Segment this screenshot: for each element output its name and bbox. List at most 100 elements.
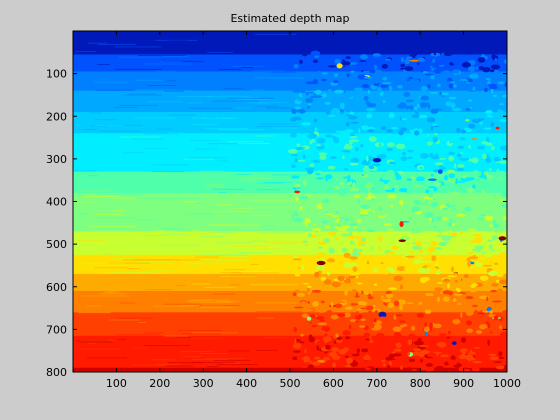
heatmap-blob: [318, 308, 326, 313]
heatmap-blob: [468, 240, 477, 243]
heatmap-blob: [338, 332, 344, 337]
heatmap-streak: [103, 291, 116, 293]
heatmap-blob: [494, 262, 499, 265]
heatmap-blob: [487, 322, 491, 329]
heatmap-blob: [398, 239, 406, 243]
heatmap-blob: [304, 348, 307, 354]
heatmap-streak: [226, 97, 274, 99]
heatmap-streak: [107, 262, 151, 264]
heatmap-blob: [360, 356, 363, 362]
heatmap-streak: [218, 68, 242, 70]
heatmap-blob: [378, 245, 381, 251]
heatmap-blob: [359, 193, 364, 199]
heatmap-blob: [476, 237, 483, 240]
heatmap-blob: [473, 252, 484, 256]
heatmap-streak: [251, 200, 293, 202]
heatmap-blob: [366, 103, 377, 108]
heatmap-blob: [386, 148, 393, 152]
heatmap-blob: [305, 97, 314, 103]
heatmap-blob: [294, 157, 298, 163]
heatmap-blob: [433, 187, 438, 192]
heatmap-blob: [403, 91, 411, 97]
heatmap-streak: [158, 173, 168, 175]
heatmap-streak: [255, 126, 299, 128]
heatmap-blob: [496, 279, 500, 283]
heatmap-blob: [475, 341, 482, 346]
heatmap-streak: [166, 80, 177, 82]
heatmap-blob: [485, 359, 492, 365]
heatmap-blob: [415, 176, 425, 182]
heatmap-blob: [341, 61, 351, 66]
heatmap-blob: [305, 92, 309, 96]
heatmap-blob: [343, 262, 352, 269]
heatmap-blob: [423, 326, 430, 333]
heatmap-blob: [457, 145, 465, 150]
heatmap-blob: [413, 224, 416, 229]
heatmap-blob: [418, 249, 424, 254]
heatmap-blob: [323, 225, 331, 229]
heatmap-blob: [503, 59, 507, 65]
heatmap-blob: [348, 275, 357, 279]
heatmap-blob: [490, 69, 495, 73]
heatmap-blob: [374, 336, 382, 342]
heatmap-blob: [345, 336, 351, 340]
heatmap-blob: [316, 340, 324, 345]
heatmap-blob: [420, 95, 430, 101]
heatmap-blob: [370, 150, 377, 154]
heatmap-blob: [451, 341, 457, 345]
heatmap-blob: [471, 157, 479, 164]
heatmap-blob: [400, 78, 404, 83]
heatmap-blob: [352, 289, 357, 294]
heatmap-blob: [342, 155, 345, 160]
heatmap-blob: [296, 109, 306, 114]
heatmap-blob: [447, 330, 451, 335]
heatmap-streak: [114, 68, 162, 70]
heatmap-blob: [459, 157, 470, 161]
heatmap-blob: [339, 227, 346, 232]
heatmap-blob: [411, 130, 415, 135]
heatmap-streak: [152, 45, 198, 47]
heatmap-blob: [498, 351, 503, 357]
heatmap-blob: [492, 197, 502, 204]
heatmap-blob: [359, 325, 366, 328]
heatmap-blob: [435, 365, 444, 371]
heatmap-blob: [349, 223, 358, 227]
heatmap-blob: [445, 101, 452, 107]
heatmap-blob: [437, 328, 442, 332]
heatmap-blob: [465, 107, 471, 112]
heatmap-blob: [449, 218, 453, 224]
heatmap-blob: [426, 117, 436, 123]
heatmap-blob: [438, 64, 445, 67]
heatmap-blob: [478, 66, 485, 70]
heatmap-blob: [294, 289, 300, 294]
heatmap-blob: [344, 168, 349, 171]
heatmap-streak: [95, 217, 136, 219]
heatmap-blob: [497, 109, 503, 113]
heatmap-blob: [472, 170, 480, 176]
heatmap-blob: [316, 170, 322, 174]
heatmap-streak: [264, 337, 288, 339]
heatmap-blob: [433, 68, 442, 74]
heatmap-blob: [440, 354, 449, 358]
heatmap-blob: [427, 246, 437, 253]
heatmap-blob: [453, 146, 457, 151]
heatmap-blob: [349, 139, 360, 143]
heatmap-blob: [491, 249, 495, 252]
heatmap-blob: [291, 141, 297, 144]
heatmap-blob: [430, 173, 434, 177]
heatmap-blob: [386, 251, 395, 255]
heatmap-blob: [363, 165, 369, 168]
heatmap-blob: [429, 92, 439, 94]
heatmap-blob: [444, 224, 450, 230]
heatmap-blob: [296, 356, 303, 361]
heatmap-blob: [307, 308, 315, 312]
heatmap-blob: [344, 355, 349, 358]
heatmap-blob: [307, 233, 312, 237]
heatmap-blob: [455, 287, 459, 292]
heatmap-blob: [293, 187, 296, 191]
heatmap-blob: [481, 141, 489, 144]
heatmap-blob: [366, 260, 370, 265]
x-tick-label: 400: [236, 377, 257, 390]
heatmap-blob: [357, 241, 362, 247]
heatmap-blob: [348, 324, 352, 330]
